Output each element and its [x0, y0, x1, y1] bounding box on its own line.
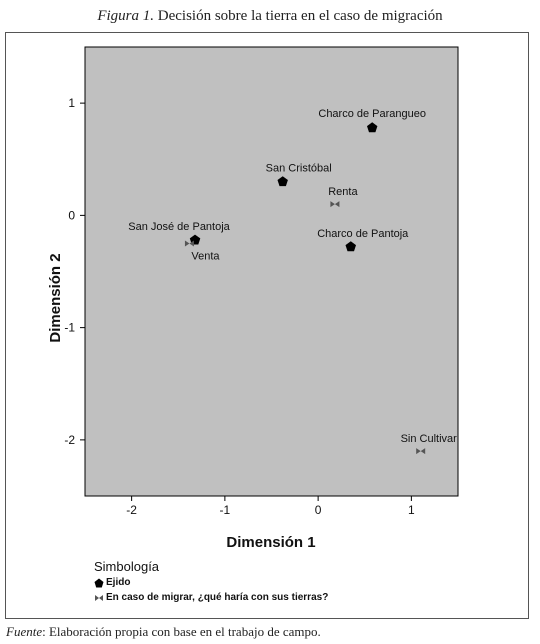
- x-tick-label: 1: [408, 503, 415, 517]
- legend-item-migration: En caso de migrar, ¿qué haría con sus ti…: [94, 592, 328, 603]
- x-axis-label: Dimensión 1: [226, 534, 315, 551]
- bowtie-marker-icon: [95, 594, 103, 601]
- point-label: Charco de Parangueo: [318, 108, 426, 120]
- ejido-point: [277, 176, 288, 187]
- point-label: Charco de Pantoja: [317, 228, 409, 240]
- y-axis-label: Dimensión 2: [47, 253, 64, 342]
- y-tick-label: -1: [64, 321, 75, 335]
- point-label: Venta: [191, 250, 220, 262]
- y-tick-label: 0: [68, 208, 75, 222]
- point-label: Renta: [328, 186, 358, 198]
- figure-source: Fuente: Elaboración propia con base en e…: [6, 624, 321, 640]
- ejido-point: [367, 122, 378, 133]
- source-text: : Elaboración propia con base en el trab…: [42, 624, 321, 639]
- y-tick-label: -2: [64, 433, 75, 447]
- legend-item-label: En caso de migrar, ¿qué haría con sus ti…: [106, 592, 329, 603]
- figure-frame: [5, 32, 529, 619]
- legend-item-ejido: Ejido: [94, 577, 130, 588]
- ejido-point: [345, 241, 356, 252]
- source-label: Fuente: [6, 624, 43, 639]
- point-label: San José de Pantoja: [128, 221, 230, 233]
- migration-point: [330, 201, 340, 208]
- figure-caption: Figura 1. Decisión sobre la tierra en el…: [0, 8, 540, 25]
- plot-area: [84, 46, 459, 497]
- legend-title: Simbología: [94, 559, 160, 574]
- legend-item-label: Ejido: [106, 577, 131, 588]
- scatter-chart: -2 -1 0 1 -2 -1 0 1 Charco de Parangueo San Cris…: [47, 46, 459, 551]
- migration-point: [184, 240, 194, 247]
- y-tick-label: 1: [68, 96, 75, 110]
- x-tick-label: 0: [315, 503, 322, 517]
- x-tick-label: -1: [220, 503, 231, 517]
- figure-title: Decisión sobre la tierra en el caso de m…: [157, 8, 443, 24]
- figure-label: Figura 1.: [97, 8, 155, 24]
- pentagon-marker-icon: [94, 578, 104, 587]
- migration-point: [416, 448, 426, 455]
- x-tick-label: -2: [126, 503, 137, 517]
- point-label: Sin Cultivar: [401, 433, 458, 445]
- point-label: San Cristóbal: [266, 163, 332, 175]
